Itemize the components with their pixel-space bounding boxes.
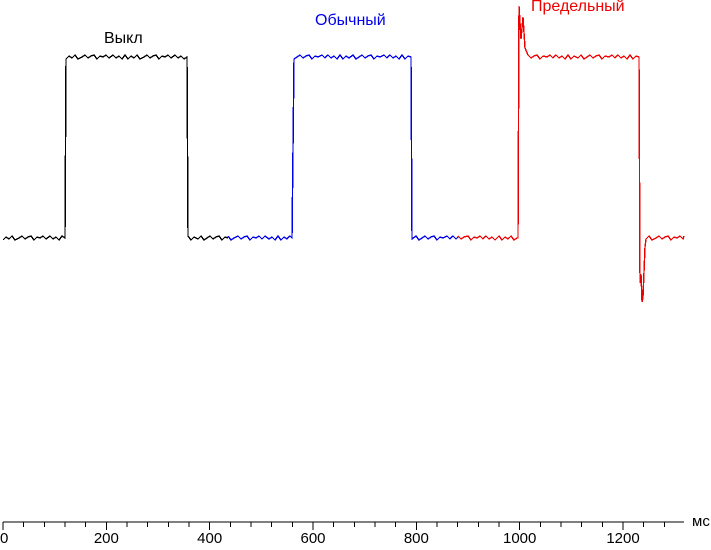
trace-normal <box>227 53 459 242</box>
trace-limit <box>457 5 685 303</box>
trace-off <box>2 53 229 242</box>
x-tick-label: 1000 <box>503 530 537 547</box>
series-label-normal: Обычный <box>315 12 386 29</box>
series-label-off: Выкл <box>104 30 143 47</box>
x-axis-unit-label: мс <box>692 513 710 530</box>
x-tick-label: 0 <box>0 530 9 547</box>
x-tick-label: 800 <box>403 530 429 547</box>
series-label-limit: Предельный <box>531 0 625 15</box>
x-tick-label: 1200 <box>606 530 640 547</box>
x-tick-label: 400 <box>197 530 223 547</box>
x-axis <box>2 521 684 530</box>
x-tick-label: 600 <box>300 530 326 547</box>
x-tick-label: 200 <box>93 530 119 547</box>
